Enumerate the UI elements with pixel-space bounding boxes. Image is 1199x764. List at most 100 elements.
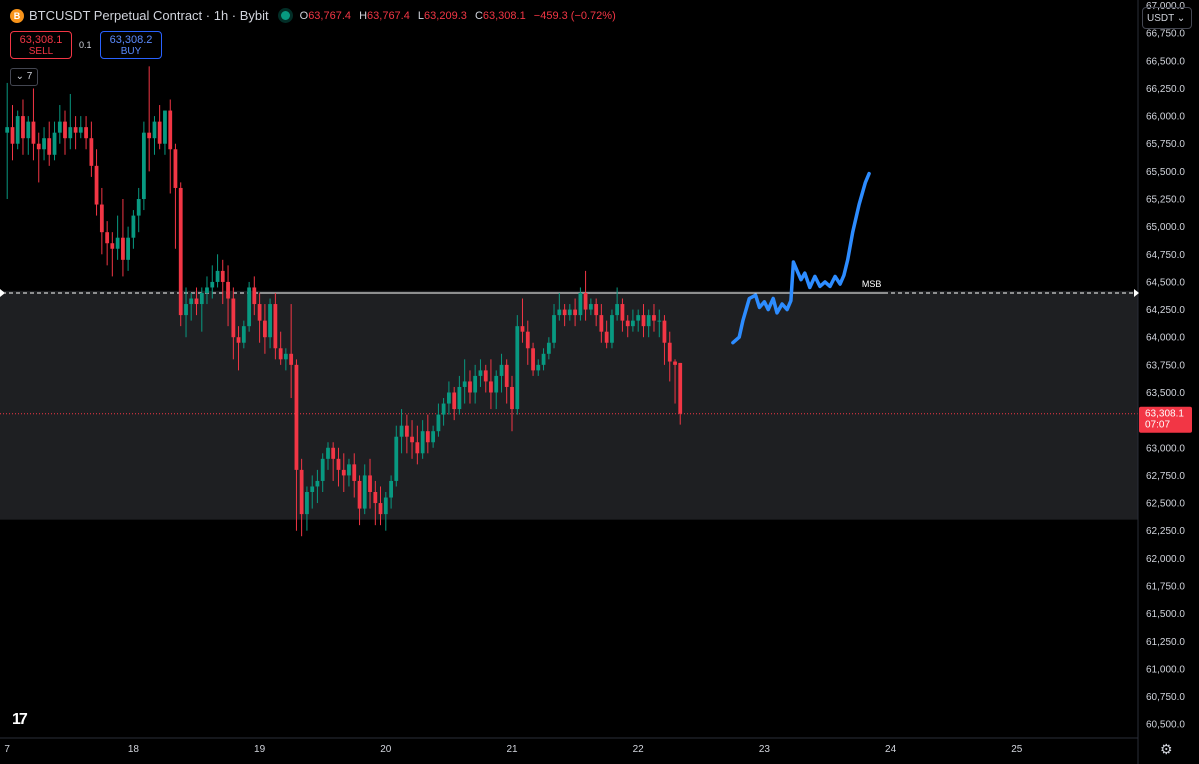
- price-tick-label: 65,500.0: [1146, 167, 1185, 178]
- buy-label: BUY: [120, 46, 142, 57]
- price-tick-label: 65,250.0: [1146, 195, 1185, 206]
- currency-select[interactable]: USDT ⌄: [1142, 7, 1192, 29]
- candle-body: [289, 353, 294, 365]
- candle-body: [141, 132, 146, 200]
- candle-body: [163, 110, 167, 144]
- price-tick-label: 66,750.0: [1146, 29, 1185, 40]
- candle-body: [525, 331, 530, 349]
- candle-body: [604, 331, 609, 343]
- candle-body: [173, 149, 178, 188]
- candle-body: [215, 270, 220, 282]
- candle-body: [631, 320, 635, 327]
- projection-drawing[interactable]: [731, 171, 871, 345]
- candle-body: [241, 326, 246, 343]
- buy-button[interactable]: 63,308.2 BUY: [100, 31, 162, 59]
- candle-body: [78, 127, 83, 133]
- candle-body: [57, 121, 62, 133]
- sell-label: SELL: [28, 46, 54, 57]
- candle-body: [36, 143, 41, 150]
- price-tick-label: 61,000.0: [1146, 664, 1185, 675]
- price-tick-label: 65,000.0: [1146, 222, 1185, 233]
- price-tick-label: 63,500.0: [1146, 388, 1185, 399]
- price-tick-label: 61,750.0: [1146, 581, 1185, 592]
- candle-body: [636, 315, 641, 321]
- candle-body: [205, 287, 209, 293]
- time-tick-label: 22: [633, 744, 645, 755]
- price-tick-label: 63,000.0: [1146, 443, 1185, 454]
- price-tick-label: 61,250.0: [1146, 637, 1185, 648]
- tradingview-logo[interactable]: 17: [12, 711, 28, 728]
- candle-body: [21, 116, 25, 139]
- candle-body: [510, 386, 514, 410]
- time-axis[interactable]: 7 18 19 20 21 22 23 24 25: [4, 744, 1022, 755]
- sell-price: 63,308.1: [19, 34, 63, 46]
- candle-body: [431, 431, 436, 443]
- price-tick-label: 65,750.0: [1146, 139, 1185, 150]
- candle-body: [473, 375, 478, 393]
- ohlc-open-key: O: [299, 9, 309, 22]
- candle-body: [562, 309, 567, 316]
- candle-body: [131, 215, 136, 238]
- candle-body: [278, 348, 283, 360]
- candle-body: [73, 127, 78, 133]
- gear-icon[interactable]: ⚙: [1160, 741, 1173, 757]
- candle-body: [404, 425, 409, 437]
- candle-body: [415, 442, 420, 454]
- candle-body: [552, 315, 556, 343]
- msb-marker-right: [1134, 288, 1139, 297]
- candle-body: [531, 348, 535, 371]
- candle-body: [121, 237, 125, 260]
- price-tick-label: 62,000.0: [1146, 554, 1185, 565]
- candle-body: [168, 110, 173, 150]
- candle-body: [194, 298, 199, 305]
- candle-body: [378, 503, 383, 515]
- ohlc-high-key: H: [359, 9, 368, 22]
- candle-body: [178, 187, 183, 316]
- price-axis[interactable]: 60,500.0 60,750.0 61,000.0 61,250.0 61,500.0…: [1146, 1, 1185, 731]
- candle-body: [63, 121, 67, 139]
- candle-body: [410, 436, 414, 443]
- candle-body: [320, 458, 325, 481]
- price-tick-label: 67,000.0: [1146, 1, 1185, 12]
- ohlc-high-value: 63,767.4: [367, 9, 410, 22]
- candle-body: [489, 381, 493, 393]
- candle-body: [263, 320, 267, 338]
- candle-body: [536, 364, 541, 371]
- time-tick-label: 23: [759, 744, 771, 755]
- last-price-badge: 63,308.1 07:07: [1139, 406, 1192, 433]
- candles: [5, 66, 683, 537]
- candle-body: [294, 364, 299, 470]
- candle-body: [89, 138, 94, 166]
- time-tick-label: 24: [885, 744, 897, 755]
- candle-body: [646, 315, 651, 327]
- price-change: −459.3 (−0.72%): [533, 9, 616, 22]
- indicators-toggle-button[interactable]: ⌄ 7: [10, 68, 38, 86]
- candle-body: [583, 292, 588, 310]
- candle-body: [110, 243, 115, 249]
- candle-body: [299, 469, 304, 515]
- candle-body: [573, 309, 577, 316]
- buy-price: 63,308.2: [109, 34, 153, 46]
- msb-marker-left: [0, 288, 5, 297]
- ohlc-open-value: 63,767.4: [308, 9, 352, 22]
- spread-value: 0.1: [79, 40, 92, 50]
- candle-body: [641, 315, 646, 327]
- candle-body: [483, 370, 488, 382]
- candle-body: [336, 458, 341, 470]
- time-tick-label: 20: [380, 744, 392, 755]
- candle-body: [220, 270, 225, 282]
- sell-button[interactable]: 63,308.1 SELL: [10, 31, 72, 59]
- candle-body: [389, 480, 393, 498]
- candle-body: [599, 315, 604, 332]
- candle-body: [126, 237, 130, 260]
- time-tick-label: 18: [128, 744, 140, 755]
- candle-body: [99, 204, 104, 233]
- candle-body: [373, 492, 378, 504]
- symbol-title[interactable]: BTCUSDT Perpetual Contract · 1h · Bybit: [29, 8, 269, 23]
- candle-body: [341, 469, 346, 476]
- candle-body: [652, 315, 656, 321]
- candle-body: [105, 232, 110, 244]
- candle-body: [394, 436, 399, 481]
- candle-body: [462, 381, 467, 387]
